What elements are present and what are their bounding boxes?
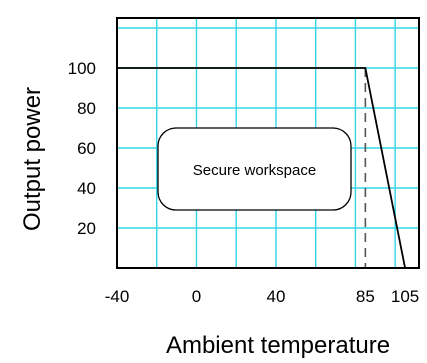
x-tick-label: 0 xyxy=(192,287,201,306)
y-tick-label: 80 xyxy=(77,99,96,118)
y-tick-label: 60 xyxy=(77,139,96,158)
annotation-rect xyxy=(157,127,352,211)
tick-labels: -40 0 40 85 105 20 40 60 80 100 xyxy=(68,59,420,306)
y-tick-label: 40 xyxy=(77,179,96,198)
annotation-box: Secure workspace xyxy=(157,127,352,211)
y-axis-title: Output power xyxy=(19,87,46,231)
x-tick-label: 40 xyxy=(266,287,285,306)
x-tick-label: 105 xyxy=(391,287,419,306)
data-point xyxy=(364,67,366,69)
x-axis-title: Ambient temperature xyxy=(166,332,390,359)
y-tick-label: 100 xyxy=(68,59,96,78)
x-tick-label: 85 xyxy=(356,287,375,306)
plot-frame xyxy=(116,17,420,269)
y-tick-label: 20 xyxy=(77,219,96,238)
x-tick-label: -40 xyxy=(105,287,130,306)
annotation-label: Secure workspace xyxy=(193,162,316,179)
